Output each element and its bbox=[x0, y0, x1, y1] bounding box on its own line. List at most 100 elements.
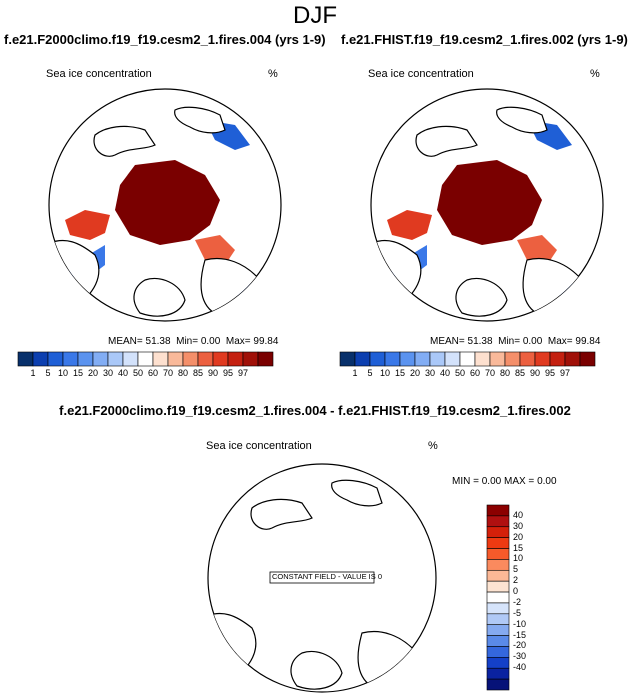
panel-1-units-label: % bbox=[268, 68, 278, 80]
panel-1-mean-value: 51.38 bbox=[145, 336, 171, 347]
colorbar-tick-label: 1 bbox=[30, 368, 36, 378]
colorbar-swatch bbox=[486, 667, 510, 680]
colorbar-tick-label: 30 bbox=[513, 520, 524, 531]
difference-max-value: 0.00 bbox=[537, 476, 557, 487]
colorbar-tick-label: 50 bbox=[454, 368, 465, 378]
colorbar-swatch bbox=[486, 537, 510, 549]
panel-2-mean-label: MEAN= bbox=[430, 336, 465, 347]
colorbar-tick-label: 10 bbox=[513, 553, 524, 564]
colorbar-tick-label: 40 bbox=[513, 509, 524, 520]
panel-2-title: f.e21.FHIST.f19_f19.cesm2_1.fires.002 (y… bbox=[341, 32, 628, 47]
colorbar-swatch bbox=[486, 613, 510, 626]
colorbar-tick-label: 70 bbox=[484, 368, 495, 378]
colorbar-swatch bbox=[399, 351, 416, 367]
difference-colorbar bbox=[486, 504, 510, 691]
colorbar-tick-label: 2 bbox=[513, 575, 519, 586]
colorbar-tick-label: -15 bbox=[513, 629, 527, 640]
colorbar-tick-label: 60 bbox=[147, 368, 158, 378]
colorbar-swatch bbox=[257, 351, 274, 367]
panel-2-central-ice bbox=[437, 160, 542, 245]
colorbar-tick-label: 10 bbox=[379, 368, 390, 378]
colorbar-tick-label: 50 bbox=[132, 368, 143, 378]
colorbar-swatch bbox=[414, 351, 431, 367]
panel-2-colorbar bbox=[339, 351, 596, 367]
colorbar-tick-label: -10 bbox=[513, 618, 527, 629]
colorbar-swatch bbox=[369, 351, 386, 367]
colorbar-tick-label: 90 bbox=[529, 368, 540, 378]
panel-2-ice-region bbox=[517, 235, 557, 265]
colorbar-swatch bbox=[474, 351, 491, 367]
difference-minmax: MIN = 0.00 MAX = 0.00 bbox=[452, 476, 557, 487]
colorbar-swatch bbox=[137, 351, 154, 367]
constant-field-annotation: CONSTANT FIELD - VALUE IS 0 bbox=[272, 572, 383, 581]
panel-1-max-label: Max= bbox=[225, 336, 251, 347]
colorbar-tick-label: 15 bbox=[394, 368, 405, 378]
panel-1-max-value: 99.84 bbox=[253, 336, 279, 347]
colorbar-swatch bbox=[107, 351, 124, 367]
colorbar-swatch bbox=[182, 351, 199, 367]
colorbar-swatch bbox=[486, 580, 510, 593]
colorbar-swatch bbox=[519, 351, 536, 367]
colorbar-tick-label: 95 bbox=[222, 368, 233, 378]
panel-1-map bbox=[48, 88, 282, 322]
difference-title: f.e21.F2000climo.f19_f19.cesm2_1.fires.0… bbox=[59, 403, 571, 418]
panel-2-min-value: 0.00 bbox=[522, 336, 543, 347]
panel-1-title: f.e21.F2000climo.f19_f19.cesm2_1.fires.0… bbox=[4, 32, 326, 47]
colorbar-tick-label: 5 bbox=[513, 564, 519, 575]
difference-min-value: 0.00 bbox=[481, 476, 502, 487]
colorbar-swatch bbox=[486, 526, 510, 538]
colorbar-swatch bbox=[486, 559, 510, 571]
colorbar-swatch bbox=[197, 351, 214, 367]
colorbar-swatch bbox=[459, 351, 476, 367]
colorbar-swatch bbox=[152, 351, 169, 367]
colorbar-swatch bbox=[227, 351, 244, 367]
colorbar-swatch bbox=[486, 515, 510, 528]
colorbar-swatch bbox=[384, 351, 401, 367]
difference-min-label: MIN = bbox=[452, 476, 479, 487]
colorbar-swatch bbox=[429, 351, 446, 367]
panel-1-ice-region bbox=[195, 235, 235, 265]
colorbar-tick-label: 80 bbox=[177, 368, 188, 378]
panel-2-map bbox=[370, 88, 604, 322]
colorbar-swatch bbox=[486, 602, 510, 615]
colorbar-swatch bbox=[489, 351, 506, 367]
colorbar-swatch bbox=[17, 351, 34, 367]
colorbar-tick-label: 0 bbox=[513, 586, 519, 597]
colorbar-tick-label: 5 bbox=[367, 368, 373, 378]
colorbar-swatch bbox=[486, 548, 510, 560]
colorbar-tick-label: 20 bbox=[513, 531, 524, 542]
panel-1-variable-label: Sea ice concentration bbox=[46, 68, 152, 80]
colorbar-swatch bbox=[486, 569, 510, 582]
panel-2-variable-label: Sea ice concentration bbox=[368, 68, 474, 80]
colorbar-tick-label: 30 bbox=[102, 368, 113, 378]
colorbar-swatch bbox=[504, 351, 521, 367]
colorbar-tick-label: 60 bbox=[469, 368, 480, 378]
colorbar-swatch bbox=[32, 351, 49, 367]
difference-units-label: % bbox=[428, 440, 438, 452]
difference-map bbox=[207, 463, 437, 693]
colorbar-swatch bbox=[486, 635, 510, 647]
colorbar-swatch bbox=[242, 351, 259, 367]
colorbar-tick-label: 15 bbox=[513, 542, 524, 553]
colorbar-swatch bbox=[564, 351, 581, 367]
colorbar-swatch bbox=[167, 351, 184, 367]
panel-2-mean-value: 51.38 bbox=[467, 336, 493, 347]
colorbar-swatch bbox=[486, 646, 510, 658]
colorbar-swatch bbox=[579, 351, 596, 367]
colorbar-tick-label: 70 bbox=[162, 368, 173, 378]
colorbar-swatch bbox=[486, 624, 510, 636]
colorbar-tick-label: 85 bbox=[514, 368, 525, 378]
colorbar-tick-label: 10 bbox=[57, 368, 68, 378]
colorbar-tick-label: -2 bbox=[513, 596, 522, 607]
colorbar-tick-label: 97 bbox=[237, 368, 248, 378]
colorbar-swatch bbox=[122, 351, 139, 367]
constant-field-box bbox=[269, 571, 375, 584]
panel-2-units-label: % bbox=[590, 68, 600, 80]
colorbar-tick-label: 40 bbox=[439, 368, 450, 378]
colorbar-swatch bbox=[354, 351, 371, 367]
colorbar-tick-label: 85 bbox=[192, 368, 203, 378]
panel-2-max-value: 99.84 bbox=[575, 336, 601, 347]
colorbar-swatch bbox=[77, 351, 94, 367]
panel-1-colorbar bbox=[17, 351, 274, 367]
